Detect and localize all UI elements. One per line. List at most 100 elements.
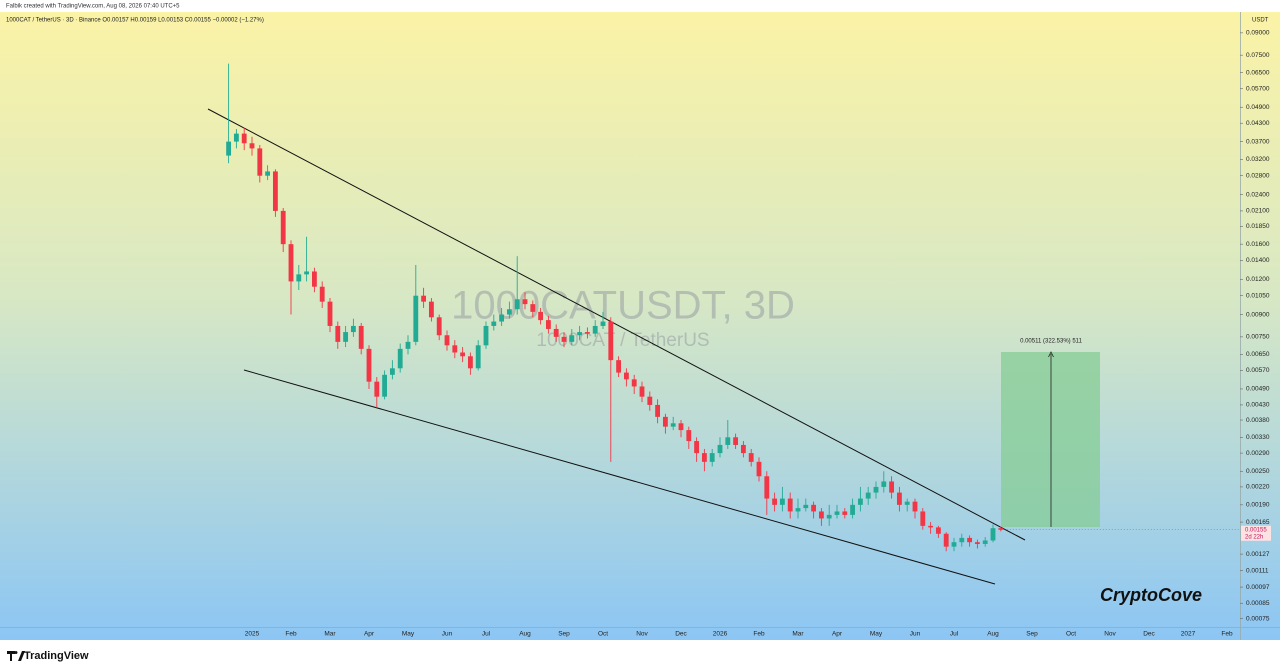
x-tick-label: Mar (792, 631, 804, 638)
candle-body (530, 304, 536, 312)
y-tick-label: 0.00570 (1246, 367, 1270, 374)
candle-body (616, 360, 622, 373)
x-tick-label: 2025 (245, 631, 260, 638)
candle-body (522, 299, 528, 305)
y-tick-label: 0.00111 (1246, 567, 1269, 574)
x-tick-label: Dec (1143, 631, 1155, 638)
candle-body (990, 528, 996, 541)
x-tick-label: Feb (1221, 631, 1233, 638)
price-unit: USDT (1252, 18, 1269, 24)
author-watermark: CryptoCove (1100, 585, 1202, 605)
x-tick-label: May (870, 631, 883, 638)
candle-body (397, 348, 403, 369)
candle-body (592, 325, 598, 334)
candle-body (577, 332, 583, 336)
y-tick-label: 0.00490 (1246, 386, 1270, 393)
lower-trendline (243, 369, 996, 585)
candle-body (475, 345, 481, 369)
candle-body (943, 533, 949, 547)
candle-body (982, 540, 988, 544)
upper-trendline (207, 108, 1026, 541)
candle-body (389, 368, 395, 375)
x-tick-label: Dec (675, 631, 687, 638)
candle-body (631, 379, 637, 387)
x-tick-label: Jul (482, 631, 491, 638)
y-tick-label: 0.03700 (1246, 138, 1270, 145)
y-tick-label: 0.02800 (1246, 172, 1270, 179)
candle-body (725, 437, 731, 445)
candle-body (506, 309, 512, 315)
y-tick-label: 0.06500 (1246, 69, 1270, 76)
y-tick-label: 0.01400 (1246, 257, 1270, 264)
candle-body (896, 492, 902, 505)
candle-body (670, 423, 676, 427)
candle-body (514, 299, 520, 310)
y-tick-label: 0.00290 (1246, 450, 1270, 457)
candle-body (756, 461, 762, 477)
candle-body (779, 498, 785, 505)
candle-body (608, 321, 614, 361)
y-tick-label: 0.01600 (1246, 241, 1270, 248)
candle-body (865, 492, 871, 499)
x-tick-label: Feb (285, 631, 297, 638)
brand-logo (7, 650, 25, 661)
y-tick-label: 0.01200 (1246, 276, 1270, 283)
y-tick-label: 0.05700 (1246, 85, 1270, 92)
candle-body (405, 341, 411, 349)
y-tick-label: 0.01050 (1246, 292, 1270, 299)
candle-body (265, 171, 271, 176)
last-price-tag (1241, 525, 1271, 541)
x-tick-label: Oct (598, 631, 608, 638)
x-tick-label: Jun (442, 631, 453, 638)
candle-body (803, 504, 809, 509)
candle-body (701, 453, 707, 462)
candle-body (545, 320, 551, 329)
candle-body (818, 511, 824, 519)
candle-body (350, 325, 356, 333)
candle-body (959, 537, 965, 543)
candle-body (935, 527, 941, 534)
candle-body (974, 542, 980, 544)
x-tick-label: Sep (1026, 631, 1038, 638)
y-tick-label: 0.00250 (1246, 468, 1270, 475)
candle-body (561, 336, 567, 342)
candle-body (538, 311, 544, 321)
y-tick-label: 0.01850 (1246, 223, 1270, 230)
candle-body (280, 210, 286, 245)
candle-body (787, 498, 793, 512)
candle-body (826, 514, 832, 519)
chart-background (0, 12, 1280, 640)
measure-arrow-head (1048, 351, 1054, 358)
candle-body (717, 444, 723, 454)
x-tick-label: Nov (636, 631, 648, 638)
measure-label: 0.00511 (322.53%) 511 (1020, 339, 1082, 345)
x-tick-label: Nov (1104, 631, 1116, 638)
candle-body (483, 325, 489, 346)
candle-body (842, 511, 848, 515)
candle-body (335, 325, 341, 342)
y-tick-label: 0.00075 (1246, 615, 1270, 622)
candle-body (857, 498, 863, 505)
candle-body (569, 335, 575, 342)
candle-body (678, 423, 684, 431)
y-tick-label: 0.04900 (1246, 104, 1270, 111)
candle-body (889, 481, 895, 493)
candle-body (460, 352, 466, 357)
candle-body (226, 141, 232, 156)
candle-body (499, 314, 505, 322)
x-tick-label: Apr (364, 631, 375, 638)
created-note: Falbik created with TradingView.com, Aug… (6, 4, 180, 10)
symbol-line: 1000CAT / TetherUS · 3D · Binance O0.001… (6, 18, 264, 24)
candle-body (623, 372, 629, 380)
candle-body (241, 133, 247, 144)
x-tick-label: Apr (832, 631, 843, 638)
candle-body (967, 537, 973, 543)
x-tick-label: 2026 (713, 631, 728, 638)
y-tick-label: 0.09000 (1246, 30, 1270, 37)
y-tick-label: 0.00380 (1246, 417, 1270, 424)
x-tick-label: Aug (519, 631, 531, 638)
candle-body (584, 332, 590, 334)
candle-body (733, 437, 739, 445)
